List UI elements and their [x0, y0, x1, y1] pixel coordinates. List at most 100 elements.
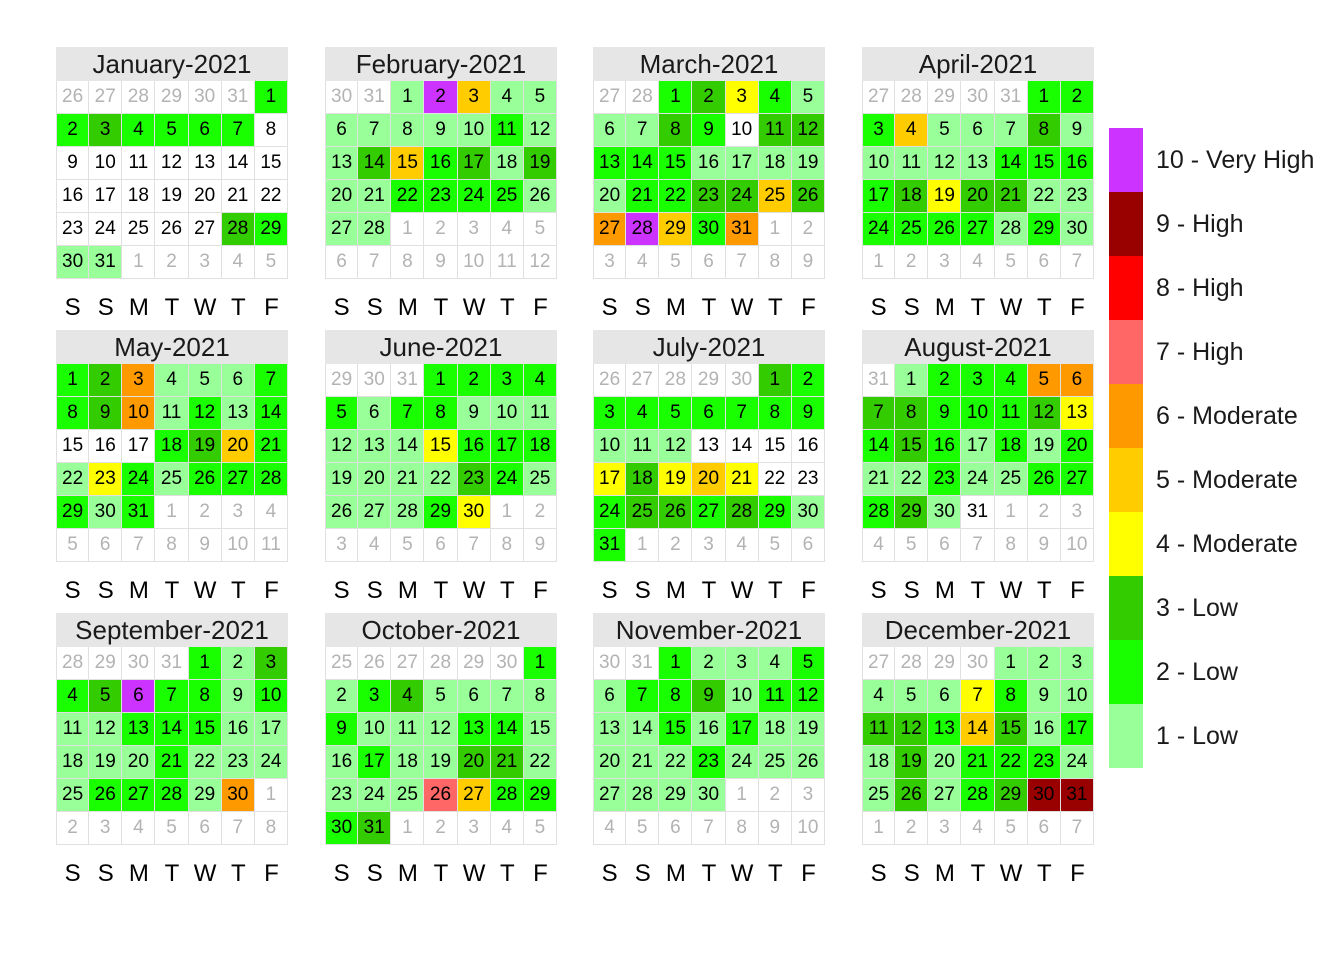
month-grid: 30 31 1 2 3 4 5 6 7 8 9 10 11 12 13 14 15 16 17 18 19 20 21 22 2…: [325, 81, 557, 279]
day-cell-other-month: 11: [490, 246, 524, 279]
legend-swatch: [1109, 320, 1143, 384]
weekday-label: T: [230, 294, 246, 321]
day-cell-other-month: 1: [155, 496, 189, 529]
day-cell: 25: [758, 746, 792, 779]
day-cell: 5: [791, 647, 825, 680]
weekday-label: S: [870, 577, 887, 604]
day-cell: 17: [593, 463, 627, 496]
day-cell: 5: [928, 114, 962, 147]
day-cell-other-month: 30: [325, 81, 359, 114]
weekday-label: F: [264, 577, 279, 604]
day-cell: 14: [358, 147, 392, 180]
weekday-label: S: [97, 294, 114, 321]
day-cell-other-month: 7: [221, 812, 255, 845]
day-cell: 23: [692, 180, 726, 213]
day-cell-other-month: 2: [895, 246, 929, 279]
day-cell: 27: [928, 779, 962, 812]
day-cell: 28: [626, 213, 660, 246]
day-cell-other-month: 2: [1027, 496, 1061, 529]
day-cell-other-month: 3: [692, 529, 726, 562]
day-cell: 25: [862, 779, 896, 812]
day-cell: 12: [325, 430, 359, 463]
day-cell: 5: [791, 81, 825, 114]
day-cell: 17: [490, 430, 524, 463]
day-cell-other-month: 2: [895, 812, 929, 845]
legend-entry: 5 - Moderate: [1109, 448, 1344, 512]
day-cell-other-month: 6: [659, 812, 693, 845]
weekday-label: M: [397, 860, 418, 887]
day-cell: 21: [725, 463, 759, 496]
day-cell: 21: [391, 463, 425, 496]
day-cell: 18: [523, 430, 557, 463]
day-cell: 13: [593, 147, 627, 180]
day-cell: 28: [994, 213, 1028, 246]
day-cell: 25: [122, 213, 156, 246]
day-cell-other-month: 7: [725, 246, 759, 279]
weekday-label: T: [499, 294, 515, 321]
day-cell: 2: [692, 647, 726, 680]
day-cell: 8: [391, 114, 425, 147]
day-cell: 29: [758, 496, 792, 529]
day-cell: 7: [626, 680, 660, 713]
day-cell-other-month: 5: [523, 812, 557, 845]
day-cell: 28: [725, 496, 759, 529]
day-cell: 20: [221, 430, 255, 463]
day-cell-other-month: 8: [490, 529, 524, 562]
weekday-label: T: [1036, 577, 1052, 604]
day-cell: 10: [254, 680, 288, 713]
day-cell: 31: [358, 812, 392, 845]
day-cell: 3: [122, 364, 156, 397]
day-cell: 9: [1027, 680, 1061, 713]
day-cell: 20: [188, 180, 222, 213]
day-cell-other-month: 29: [325, 364, 359, 397]
weekday-label: S: [333, 294, 350, 321]
day-cell-other-month: 27: [89, 81, 123, 114]
day-cell-other-month: 1: [994, 496, 1028, 529]
day-cell: 23: [56, 213, 90, 246]
weekday-label: T: [499, 860, 515, 887]
month-grid: 27 28 29 30 1 2 3 4 5 6 7 8 9 10 11 12 13 14 15 16 17 18 19 20 2…: [862, 647, 1094, 845]
day-cell: 21: [862, 463, 896, 496]
day-cell-other-month: 31: [221, 81, 255, 114]
day-cell-other-month: 3: [325, 529, 359, 562]
day-cell: 9: [56, 147, 90, 180]
day-cell: 27: [122, 779, 156, 812]
day-cell-other-month: 4: [221, 246, 255, 279]
day-cell: 23: [424, 180, 458, 213]
day-cell: 6: [692, 397, 726, 430]
weekday-label: S: [903, 577, 920, 604]
day-cell-other-month: 5: [994, 246, 1028, 279]
day-cell-other-month: 8: [391, 246, 425, 279]
day-cell: 24: [254, 746, 288, 779]
day-cell: 16: [1060, 147, 1094, 180]
weekday-label: T: [433, 860, 449, 887]
day-cell: 17: [358, 746, 392, 779]
day-cell: 24: [490, 463, 524, 496]
legend-swatch: [1109, 448, 1143, 512]
day-cell-other-month: 31: [626, 647, 660, 680]
day-cell-other-month: 8: [725, 812, 759, 845]
day-cell-other-month: 3: [457, 812, 491, 845]
day-cell: 25: [155, 463, 189, 496]
legend-entry: 3 - Low: [1109, 576, 1344, 640]
day-cell-other-month: 6: [1027, 246, 1061, 279]
day-cell: 7: [862, 397, 896, 430]
day-cell: 11: [862, 713, 896, 746]
day-cell-other-month: 4: [961, 246, 995, 279]
day-cell-other-month: 1: [862, 246, 896, 279]
day-cell: 25: [56, 779, 90, 812]
month-title: April-2021: [862, 47, 1094, 81]
day-cell-other-month: 26: [56, 81, 90, 114]
day-cell-other-month: 27: [626, 364, 660, 397]
weekday-label: W: [999, 294, 1023, 321]
day-cell: 21: [221, 180, 255, 213]
day-cell: 14: [626, 713, 660, 746]
day-cell: 6: [221, 364, 255, 397]
day-cell-other-month: 8: [994, 529, 1028, 562]
day-cell-other-month: 2: [424, 812, 458, 845]
day-cell: 14: [391, 430, 425, 463]
month-title: March-2021: [593, 47, 825, 81]
day-cell: 13: [122, 713, 156, 746]
